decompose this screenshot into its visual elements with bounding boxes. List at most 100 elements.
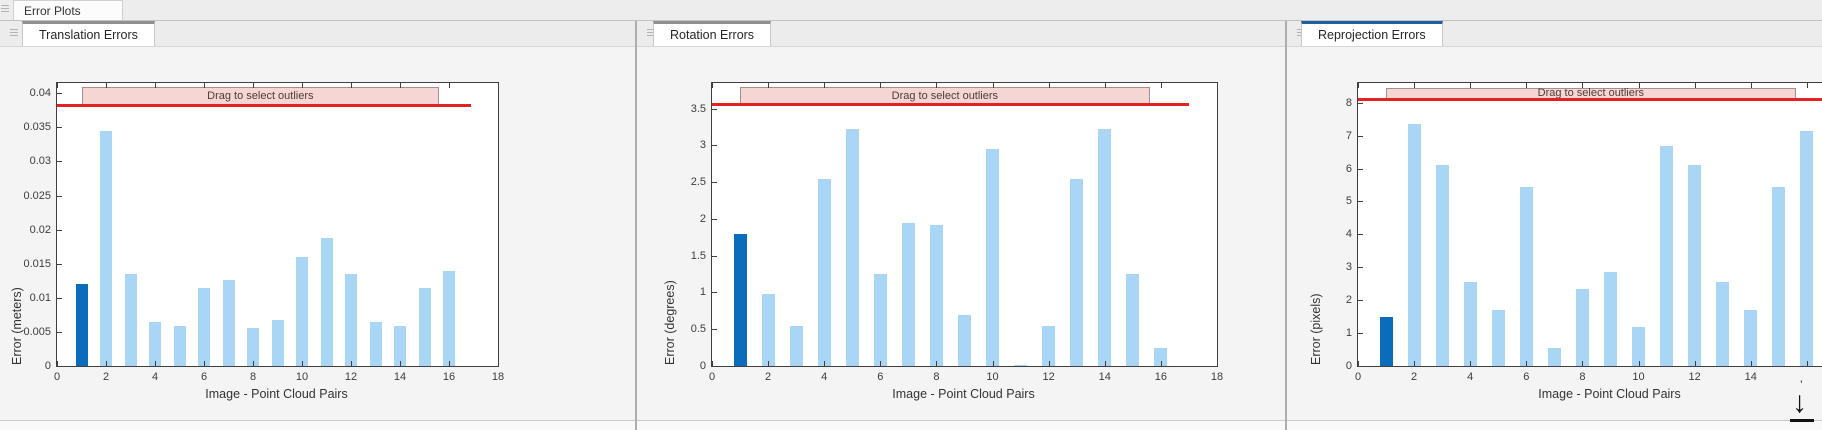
y-tick-label: 3.5 xyxy=(690,102,706,115)
bar[interactable] xyxy=(1547,347,1561,366)
reprojection-tabbar: Reprojection Errors xyxy=(1287,21,1822,47)
bar[interactable] xyxy=(1435,165,1449,366)
bar[interactable] xyxy=(247,327,259,366)
x-tick-label: 16 xyxy=(1154,371,1167,383)
reprojection-errors-figure: Error (pixels) Drag to select outliers 0 1… xyxy=(1287,47,1822,421)
drag-grip-icon[interactable] xyxy=(1,5,9,12)
bar-selected[interactable] xyxy=(733,233,747,366)
bar[interactable] xyxy=(418,287,431,366)
bar[interactable] xyxy=(1800,130,1814,366)
bar[interactable] xyxy=(929,224,943,366)
x-tick-label: 2 xyxy=(1411,371,1418,383)
x-tick-mark xyxy=(302,361,303,366)
tab-translation-errors[interactable]: Translation Errors xyxy=(22,21,155,46)
bar[interactable] xyxy=(271,320,284,366)
bar[interactable] xyxy=(873,274,887,366)
bar[interactable] xyxy=(124,273,137,366)
drag-grip-icon[interactable] xyxy=(10,29,18,36)
bar[interactable] xyxy=(1519,186,1533,366)
translation-errors-figure: Error (meters) Drag to select outliers 0 0… xyxy=(0,47,635,421)
outlier-band[interactable]: Drag to select outliers xyxy=(81,87,440,105)
bar[interactable] xyxy=(1688,165,1702,366)
y-tick-mark xyxy=(1358,300,1363,302)
x-tick-mark xyxy=(936,361,938,366)
bar[interactable] xyxy=(1154,347,1168,366)
bar[interactable] xyxy=(1744,310,1758,366)
y-tick-label: 0 xyxy=(699,360,706,372)
y-tick-mark xyxy=(1358,168,1363,170)
bar[interactable] xyxy=(1463,282,1477,366)
translation-errors-axes[interactable]: Drag to select outliers 0 0.005 0.01 0.015 0.… xyxy=(23,82,504,383)
bar[interactable] xyxy=(1070,178,1084,366)
bar[interactable] xyxy=(100,130,112,366)
x-tick-mark xyxy=(1638,361,1640,366)
bar[interactable] xyxy=(369,321,382,366)
bar[interactable] xyxy=(958,314,971,366)
bar[interactable] xyxy=(149,321,161,366)
x-tick-mark-top xyxy=(1470,83,1472,88)
x-tick-label: 6 xyxy=(200,371,208,383)
bar[interactable] xyxy=(394,326,406,366)
x-tick-mark xyxy=(992,361,994,366)
x-axis-label: Image - Point Cloud Pairs xyxy=(892,387,1035,401)
bar[interactable] xyxy=(443,270,455,366)
x-tick-label: 14 xyxy=(1744,371,1757,383)
bar[interactable] xyxy=(345,273,357,366)
x-tick-mark-top xyxy=(712,83,713,88)
x-axis-label: Image - Point Cloud Pairs xyxy=(1538,387,1681,401)
y-tick-mark xyxy=(57,229,62,231)
bar[interactable] xyxy=(789,325,803,366)
bar[interactable] xyxy=(901,222,915,366)
x-tick-mark-top xyxy=(1358,83,1359,88)
bar[interactable] xyxy=(222,280,235,366)
y-tick-mark xyxy=(712,329,717,331)
bar[interactable] xyxy=(198,287,210,366)
rotation-errors-axes[interactable]: Drag to select outliers 0 0.5 1 1.5 2 2.5 3 3.5 0… xyxy=(691,82,1223,383)
bar[interactable] xyxy=(1604,272,1617,366)
x-tick-mark-top xyxy=(1806,83,1808,88)
tab-rotation-errors[interactable]: Rotation Errors xyxy=(653,21,772,46)
bar[interactable] xyxy=(1575,288,1589,366)
x-tick-label: 2 xyxy=(765,371,772,383)
x-tick-mark xyxy=(1358,361,1359,366)
y-tick-label: 0.5 xyxy=(690,323,706,336)
bar[interactable] xyxy=(1126,274,1140,366)
bar-selected[interactable] xyxy=(75,284,88,366)
x-tick-mark-top xyxy=(351,83,352,88)
bar[interactable] xyxy=(761,293,775,366)
y-tick-label: 0.04 xyxy=(29,87,51,100)
bar[interactable] xyxy=(296,256,308,366)
x-tick-mark-top xyxy=(1048,83,1050,88)
bar[interactable] xyxy=(1491,310,1505,366)
x-tick-label: 14 xyxy=(393,371,407,383)
bar[interactable] xyxy=(1660,145,1674,366)
bar[interactable] xyxy=(1716,282,1730,366)
x-tick-label: 8 xyxy=(249,371,257,383)
reprojection-errors-axes[interactable]: Drag to select outliers 0 1 2 3 4 5 6 7 8 0 2 4 6 8 10 1… xyxy=(1346,82,1822,383)
bar[interactable] xyxy=(1042,325,1056,366)
bar[interactable] xyxy=(1014,364,1028,366)
tab-error-plots[interactable]: Error Plots xyxy=(13,0,123,20)
bar[interactable] xyxy=(173,326,186,366)
x-tick-label: 10 xyxy=(295,371,309,383)
bar[interactable] xyxy=(1098,129,1112,366)
translation-tabbar: Translation Errors xyxy=(0,21,635,47)
bar[interactable] xyxy=(1407,124,1421,366)
bar[interactable] xyxy=(845,129,859,366)
y-tick-mark xyxy=(1358,267,1363,269)
bar[interactable] xyxy=(1772,186,1786,366)
y-tick-label: 0.035 xyxy=(23,121,51,134)
tab-reprojection-errors[interactable]: Reprojection Errors xyxy=(1301,21,1443,46)
x-tick-mark-top xyxy=(204,83,205,88)
drag-grip-icon[interactable] xyxy=(647,29,655,36)
y-tick-mark xyxy=(57,331,62,333)
bar-selected[interactable] xyxy=(1379,316,1393,366)
x-tick-mark xyxy=(155,361,156,366)
x-tick-mark xyxy=(204,361,205,366)
bar[interactable] xyxy=(817,178,831,366)
y-tick-label: 5 xyxy=(1345,195,1352,208)
bar[interactable] xyxy=(986,149,1000,366)
bar[interactable] xyxy=(1632,326,1646,366)
outlier-band[interactable]: Drag to select outliers xyxy=(740,87,1150,105)
bar[interactable] xyxy=(320,237,333,366)
